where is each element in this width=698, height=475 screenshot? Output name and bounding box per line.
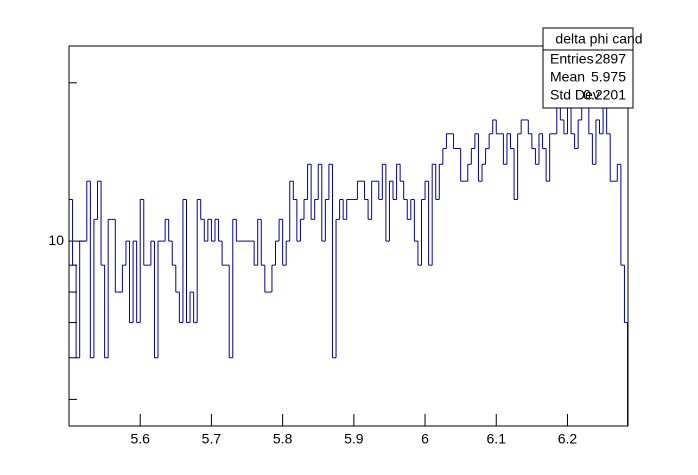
x-tick-label: 5.9 [344, 431, 364, 447]
x-tick-label: 6.2 [558, 431, 578, 447]
x-tick-label: 6.1 [487, 431, 507, 447]
stats-value: 2897 [595, 51, 626, 67]
stats-value: 0.2201 [583, 87, 626, 103]
stats-label: Entries [550, 51, 594, 67]
x-tick-label: 5.8 [273, 431, 293, 447]
x-tick-label: 5.6 [130, 431, 150, 447]
stats-box: delta phi cand Entries 2897 Mean 5.975 Std D… [542, 27, 643, 109]
plot-frame [68, 45, 629, 427]
stats-label: Std Dev [550, 87, 600, 103]
stats-value: 5.975 [591, 69, 626, 85]
stats-border [542, 27, 634, 109]
y-tick-label: 10 [48, 232, 64, 248]
x-tick-label: 6 [421, 431, 429, 447]
x-tick-label: 5.7 [202, 431, 222, 447]
stats-label: Mean [550, 69, 585, 85]
stats-title: delta phi cand [555, 31, 642, 47]
